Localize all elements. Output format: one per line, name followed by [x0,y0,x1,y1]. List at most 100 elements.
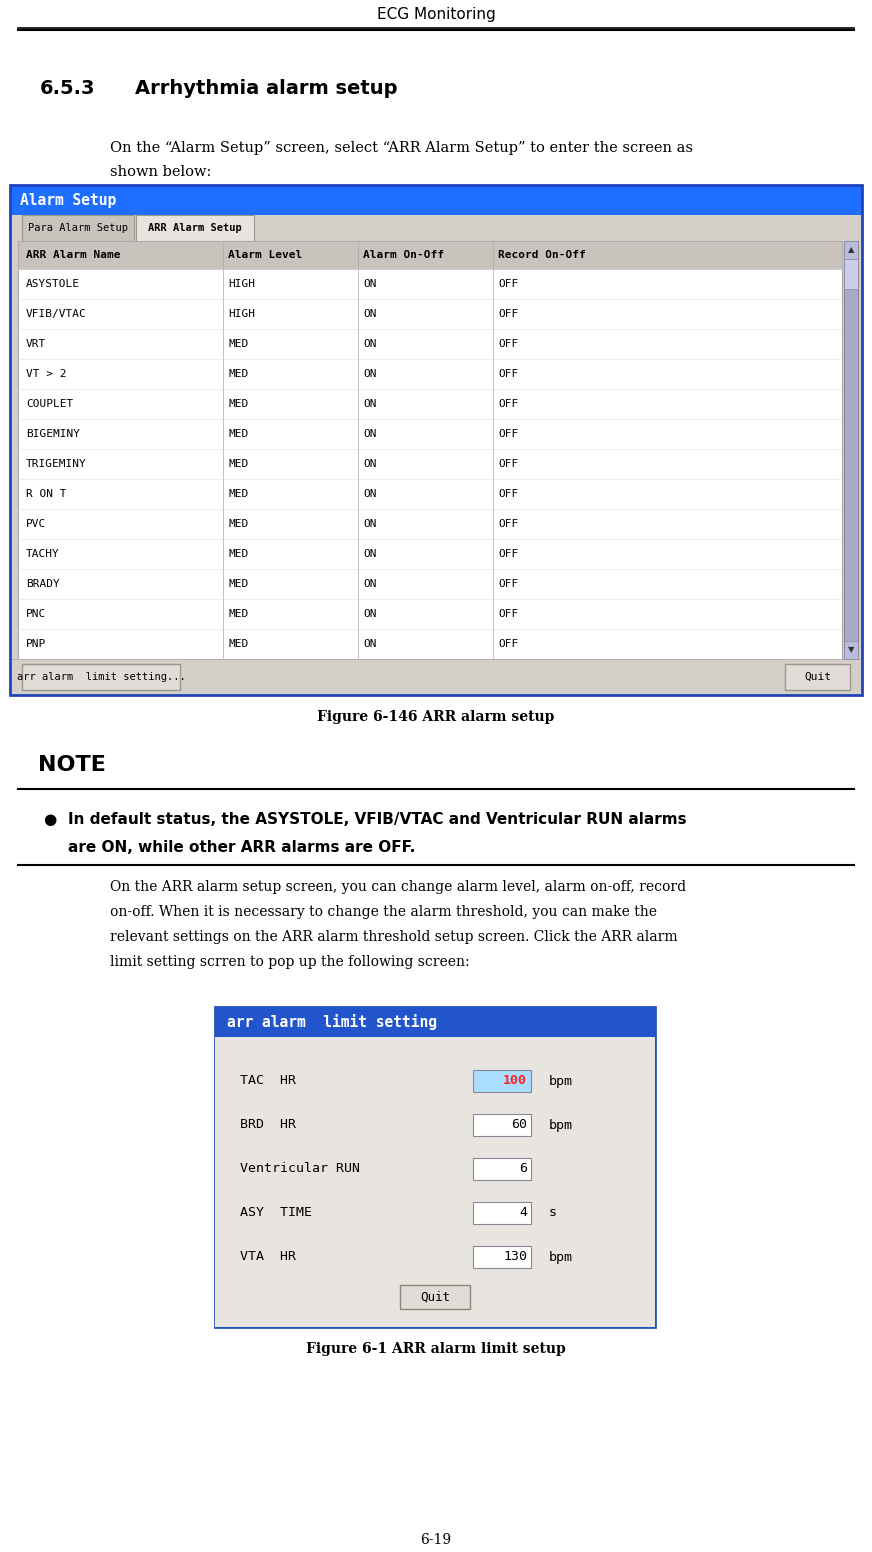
Bar [215,1007,655,1327]
Text: TAC  HR: TAC HR [240,1074,296,1088]
Text: Alarm On-Off: Alarm On-Off [363,250,444,261]
Text: Para Alarm Setup: Para Alarm Setup [28,223,128,233]
Text: are ON, while other ARR alarms are OFF.: are ON, while other ARR alarms are OFF. [68,840,415,855]
Text: Alarm Setup: Alarm Setup [20,192,116,208]
Text: ON: ON [363,459,377,469]
Text: ON: ON [363,549,377,559]
Text: limit setting scrren to pop up the following screen:: limit setting scrren to pop up the follo… [110,954,470,968]
Text: ASY  TIME: ASY TIME [240,1206,312,1220]
Text: ON: ON [363,608,377,619]
Text: MED: MED [228,338,249,349]
Text: On the ARR alarm setup screen, you can change alarm level, alarm on-off, record: On the ARR alarm setup screen, you can c… [110,880,686,894]
Text: MED: MED [228,639,249,649]
Text: OFF: OFF [498,428,518,439]
Text: TACHY: TACHY [26,549,60,559]
Text: PVC: PVC [26,518,46,529]
Text: Figure 6-146 ARR alarm setup: Figure 6-146 ARR alarm setup [317,709,555,723]
Text: arr alarm  limit setting: arr alarm limit setting [227,1013,437,1031]
Bar [473,1069,531,1093]
Text: bpm: bpm [549,1251,573,1263]
Text: Arrhythmia alarm setup: Arrhythmia alarm setup [135,79,398,98]
Text: 4: 4 [519,1206,527,1220]
Bar [18,241,842,268]
Bar [473,1114,531,1136]
Bar [10,185,862,216]
Text: PNC: PNC [26,608,46,619]
Text: ON: ON [363,338,377,349]
Text: ON: ON [363,369,377,379]
Text: MED: MED [228,489,249,500]
Text: on-off. When it is necessary to change the alarm threshold, you can make the: on-off. When it is necessary to change t… [110,905,657,919]
Text: In default status, the ASYSTOLE, VFIB/VTAC and Ventricular RUN alarms: In default status, the ASYSTOLE, VFIB/VT… [68,812,686,827]
Bar [473,1201,531,1225]
Text: 60: 60 [511,1119,527,1131]
Text: ON: ON [363,489,377,500]
Text: OFF: OFF [498,639,518,649]
Text: Alarm Level: Alarm Level [228,250,303,261]
Bar [844,241,858,259]
Text: MED: MED [228,428,249,439]
Text: OFF: OFF [498,608,518,619]
Text: COUPLET: COUPLET [26,399,73,410]
Bar [22,664,180,691]
Text: ON: ON [363,279,377,289]
Text: ON: ON [363,309,377,320]
Text: HIGH: HIGH [228,279,255,289]
Bar [215,1037,655,1327]
Text: OFF: OFF [498,459,518,469]
Text: Record On-Off: Record On-Off [498,250,586,261]
Text: s: s [549,1206,557,1220]
Text: 6: 6 [519,1162,527,1175]
Text: OFF: OFF [498,338,518,349]
Text: bpm: bpm [549,1119,573,1131]
Text: OFF: OFF [498,369,518,379]
Text: VFIB/VTAC: VFIB/VTAC [26,309,86,320]
Bar [844,259,858,289]
Text: HIGH: HIGH [228,309,255,320]
Text: MED: MED [228,518,249,529]
Text: BRD  HR: BRD HR [240,1119,296,1131]
Text: shown below:: shown below: [110,165,211,178]
Text: ●: ● [44,812,57,827]
Text: OFF: OFF [498,489,518,500]
Bar [844,241,858,660]
Text: MED: MED [228,369,249,379]
Text: MED: MED [228,459,249,469]
Text: OFF: OFF [498,399,518,410]
Text: Quit: Quit [804,672,831,681]
Bar [10,185,862,695]
Text: OFF: OFF [498,518,518,529]
Text: VT > 2: VT > 2 [26,369,66,379]
Text: ON: ON [363,399,377,410]
Text: TRIGEMINY: TRIGEMINY [26,459,86,469]
Text: 6-19: 6-19 [420,1533,452,1547]
Text: ON: ON [363,639,377,649]
Text: ▼: ▼ [848,646,855,655]
Text: Figure 6-1 ARR alarm limit setup: Figure 6-1 ARR alarm limit setup [306,1342,566,1356]
Bar [785,664,850,691]
Text: Quit: Quit [420,1291,450,1304]
Bar [400,1285,470,1308]
Bar [136,216,254,241]
Text: OFF: OFF [498,309,518,320]
Text: MED: MED [228,549,249,559]
Text: On the “Alarm Setup” screen, select “ARR Alarm Setup” to enter the screen as: On the “Alarm Setup” screen, select “ARR… [110,141,693,155]
Text: OFF: OFF [498,549,518,559]
Text: VRT: VRT [26,338,46,349]
Bar [473,1246,531,1268]
Bar [215,1007,655,1037]
Text: 100: 100 [503,1074,527,1088]
Bar [18,241,842,660]
Text: MED: MED [228,579,249,590]
Text: R ON T: R ON T [26,489,66,500]
Text: 130: 130 [503,1251,527,1263]
Text: OFF: OFF [498,279,518,289]
Bar [10,660,862,695]
Text: ON: ON [363,579,377,590]
Bar [473,1158,531,1180]
Text: 6.5.3: 6.5.3 [40,79,96,98]
Bar [844,641,858,660]
Text: ▲: ▲ [848,245,855,255]
Text: BRADY: BRADY [26,579,60,590]
Text: relevant settings on the ARR alarm threshold setup screen. Click the ARR alarm: relevant settings on the ARR alarm thres… [110,930,678,944]
